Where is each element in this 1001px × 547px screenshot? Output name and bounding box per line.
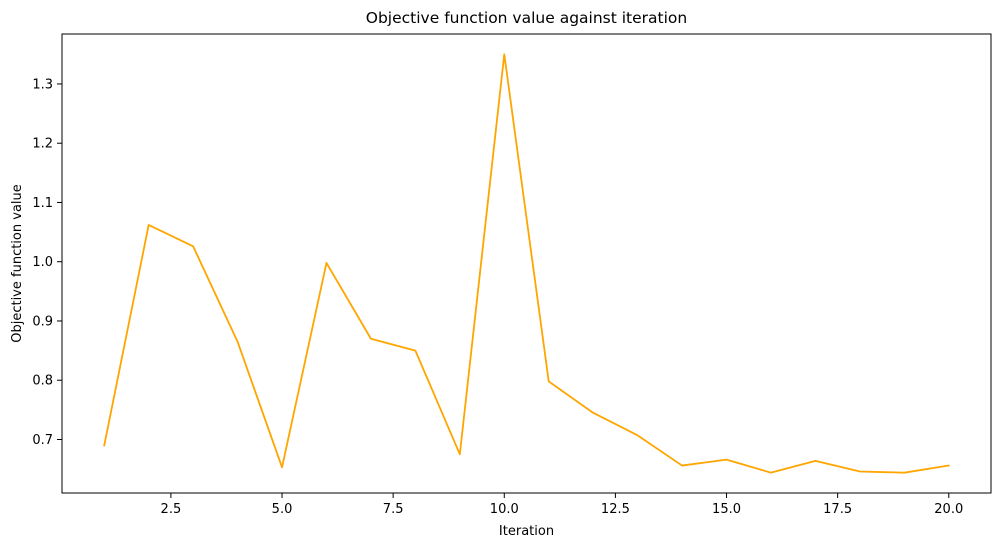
y-tick-label: 1.2 [32, 137, 53, 152]
series-layer [103, 53, 950, 474]
chart-title: Objective function value against iterati… [366, 9, 687, 27]
x-axis-title: Iteration [499, 524, 554, 539]
series-line [103, 53, 950, 474]
y-axis-title: Objective function value [10, 184, 25, 343]
x-tick-label: 20.0 [934, 502, 963, 517]
x-tick-label: 10.0 [490, 502, 519, 517]
x-tick-label: 7.5 [383, 502, 404, 517]
y-axis: 0.7 0.8 0.9 1.0 1.1 1.2 1.3 [32, 77, 62, 448]
x-tick-label: 15.0 [712, 502, 741, 517]
plot-area [61, 33, 992, 494]
y-tick-label: 0.9 [32, 314, 53, 329]
x-tick-label: 17.5 [823, 502, 852, 517]
y-tick-label: 1.3 [32, 77, 53, 92]
y-tick-label: 0.8 [32, 374, 53, 389]
x-axis: 2.5 5.0 7.5 10.0 12.5 15.0 17.5 20.0 [161, 493, 963, 517]
y-tick-label: 0.7 [32, 433, 53, 448]
y-tick-label: 1.1 [32, 196, 53, 211]
y-tick-label: 1.0 [32, 255, 53, 270]
x-tick-label: 2.5 [161, 502, 182, 517]
x-tick-label: 5.0 [272, 502, 293, 517]
x-tick-label: 12.5 [601, 502, 630, 517]
plot-frame [61, 33, 992, 494]
